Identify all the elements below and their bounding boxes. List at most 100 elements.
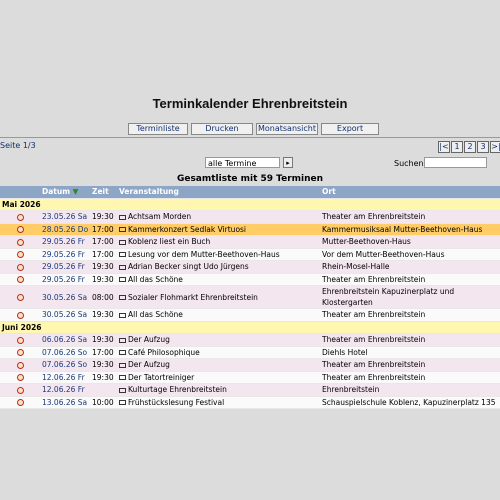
mail-icon[interactable] xyxy=(119,214,126,220)
search-input[interactable] xyxy=(424,157,487,168)
title-cell: Der Aufzug xyxy=(117,333,320,347)
event-title[interactable]: Café Philosophique xyxy=(128,347,200,357)
time-cell: 19:30 xyxy=(90,371,117,384)
event-title[interactable]: Frühstückslesung Festival xyxy=(128,397,225,407)
column-label[interactable]: Zeit xyxy=(92,187,109,197)
icon-cell xyxy=(0,358,40,372)
event-title[interactable]: Sozialer Flohmarkt Ehrenbreitstein xyxy=(128,292,258,302)
title-cell: Kammerkonzert Sedlak Virtuosi xyxy=(117,223,320,236)
page-link[interactable]: |< xyxy=(438,141,450,153)
toolbar-button[interactable]: Drucken xyxy=(191,123,253,135)
mail-icon[interactable] xyxy=(119,252,126,258)
icon-cell xyxy=(0,260,40,274)
column-label[interactable]: Datum xyxy=(42,187,71,197)
event-title[interactable]: All das Schöne xyxy=(128,310,183,320)
event-icon[interactable] xyxy=(16,294,24,301)
event-title[interactable]: Der Aufzug xyxy=(128,335,170,345)
filter-go[interactable]: ▸ xyxy=(283,157,293,168)
time-cell: 17:00 xyxy=(90,248,117,261)
event-date: 29.05.26 xyxy=(42,274,76,284)
event-place: Kammermusiksaal Mutter-Beethoven-Haus xyxy=(320,223,500,236)
mail-icon[interactable] xyxy=(119,350,126,356)
event-icon[interactable] xyxy=(16,213,24,221)
event-title[interactable]: Kulturtage Ehrenbreitstein xyxy=(128,385,227,395)
date-cell: 06.06.26 Sa xyxy=(40,333,90,347)
title-cell: Lesung vor dem Mutter-Beethoven-Haus xyxy=(117,248,320,261)
event-title[interactable]: Achtsam Morden xyxy=(128,212,192,222)
table-caption: Gesamtliste mit 59 Terminen xyxy=(176,174,324,184)
title-cell: Frühstückslesung Festival xyxy=(117,396,320,409)
mail-icon[interactable] xyxy=(119,387,126,393)
event-date: 30.05.26 xyxy=(42,292,76,302)
mail-icon[interactable] xyxy=(119,227,126,233)
event-title[interactable]: Der Tatortreiniger xyxy=(128,372,195,382)
event-icon[interactable] xyxy=(16,374,24,382)
toolbar-button[interactable]: Export xyxy=(321,123,379,135)
event-icon[interactable] xyxy=(16,349,24,357)
page-link[interactable]: >| xyxy=(490,141,500,153)
time-cell xyxy=(90,383,117,397)
event-place: Vor dem Mutter-Beethoven-Haus xyxy=(320,248,500,261)
title-cell: Café Philosophique xyxy=(117,346,320,359)
icon-cell xyxy=(0,383,40,397)
page-link[interactable]: 2 xyxy=(464,141,476,153)
event-place: Mutter-Beethoven-Haus xyxy=(320,235,500,249)
mail-icon[interactable] xyxy=(119,400,126,406)
event-title[interactable]: Kammerkonzert Sedlak Virtuosi xyxy=(128,224,247,234)
sort-arrow: ▼ xyxy=(70,187,79,197)
event-icon[interactable] xyxy=(16,311,24,319)
mail-icon[interactable] xyxy=(119,375,126,381)
icon-cell xyxy=(0,346,40,359)
time-cell: 19:30 xyxy=(90,308,117,322)
event-title[interactable]: Der Aufzug xyxy=(128,360,170,370)
page-link[interactable]: 3 xyxy=(477,141,489,153)
search-label: Suchen xyxy=(394,159,424,168)
event-time: 10:00 xyxy=(92,397,114,407)
event-icon[interactable] xyxy=(16,386,24,394)
pager: |< 1 2 3 >| xyxy=(438,141,500,153)
icon-cell xyxy=(0,333,40,347)
column-label[interactable]: Ort xyxy=(322,187,336,197)
event-date: 30.05.26 xyxy=(42,310,76,320)
event-day: So xyxy=(77,360,88,370)
page-link[interactable]: 1 xyxy=(451,141,463,153)
mail-icon[interactable] xyxy=(119,362,126,368)
event-icon[interactable] xyxy=(16,399,24,407)
event-icon[interactable] xyxy=(16,276,24,284)
event-row: 29.05.26 Fr 19:30 Adrian Becker singt Udo … xyxy=(0,260,500,274)
toolbar-button[interactable]: Monatsansicht xyxy=(256,123,318,135)
time-cell: 17:00 xyxy=(90,235,117,249)
time-cell: 19:30 xyxy=(90,273,117,286)
mail-icon[interactable] xyxy=(119,295,126,300)
header-cell: Zeit xyxy=(90,186,117,199)
event-title[interactable]: Koblenz liest ein Buch xyxy=(128,237,211,247)
mail-icon[interactable] xyxy=(119,277,126,283)
date-cell: 07.06.26 So xyxy=(40,358,90,372)
event-title[interactable]: Lesung vor dem Mutter-Beethoven-Haus xyxy=(128,249,280,259)
event-row: 30.05.26 Sa 19:30 All das Schöne Theater am… xyxy=(0,308,500,322)
column-label[interactable]: Veranstaltung xyxy=(119,187,179,197)
event-title[interactable]: Adrian Becker singt Udo Jürgens xyxy=(128,262,249,272)
event-row: 12.06.26 Fr Kulturtage Ehrenbreitstein Ehr… xyxy=(0,383,500,397)
event-date: 12.06.26 xyxy=(42,372,76,382)
event-icon[interactable] xyxy=(16,238,24,246)
mail-icon[interactable] xyxy=(119,337,126,343)
mail-icon[interactable] xyxy=(119,239,126,245)
event-icon[interactable] xyxy=(16,361,24,369)
title-cell: Koblenz liest ein Buch xyxy=(117,235,320,249)
mail-icon[interactable] xyxy=(119,312,126,318)
event-title[interactable]: All das Schöne xyxy=(128,274,183,284)
event-time: 19:30 xyxy=(92,372,114,382)
event-icon[interactable] xyxy=(16,226,24,234)
event-icon[interactable] xyxy=(16,263,24,271)
mail-icon[interactable] xyxy=(119,264,126,270)
icon-cell xyxy=(0,223,40,236)
filter-select[interactable]: alle Termine xyxy=(205,157,280,168)
event-icon[interactable] xyxy=(16,251,24,259)
event-time: 19:30 xyxy=(92,212,114,222)
date-cell: 29.05.26 Fr xyxy=(40,260,90,274)
toolbar-button[interactable]: Terminliste xyxy=(128,123,188,135)
event-icon[interactable] xyxy=(16,336,24,344)
time-cell: 17:00 xyxy=(90,223,117,236)
title-cell: Adrian Becker singt Udo Jürgens xyxy=(117,260,320,274)
